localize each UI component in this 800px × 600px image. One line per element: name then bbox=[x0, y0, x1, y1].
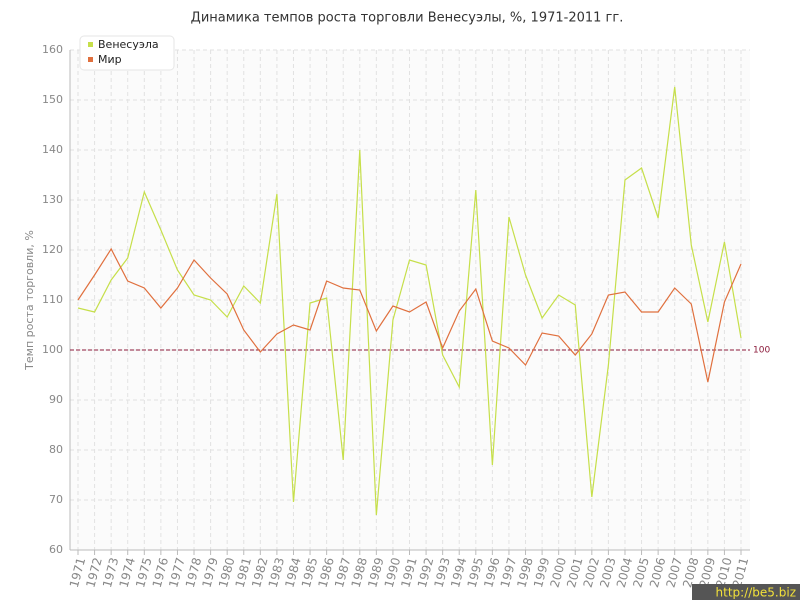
y-tick-label: 150 bbox=[42, 93, 63, 106]
y-tick-label: 160 bbox=[42, 43, 63, 56]
y-tick-label: 120 bbox=[42, 243, 63, 256]
watermark: http://be5.biz bbox=[716, 586, 796, 600]
legend-swatch bbox=[88, 42, 93, 47]
legend-text: Венесуэла bbox=[98, 38, 159, 51]
chart-title: Динамика темпов роста торговли Венесуэлы… bbox=[191, 11, 624, 26]
watermark-bg bbox=[692, 584, 800, 600]
legend-box bbox=[79, 35, 175, 71]
y-tick-label: 110 bbox=[42, 293, 63, 306]
legend-text: Мир bbox=[98, 53, 122, 66]
y-tick-label: 80 bbox=[49, 443, 63, 456]
y-axis-label: Темп роста торговли, % bbox=[23, 230, 36, 371]
y-tick-label: 130 bbox=[42, 193, 63, 206]
legend-swatch bbox=[88, 57, 93, 62]
y-tick-label: 100 bbox=[42, 343, 63, 356]
y-tick-label: 70 bbox=[49, 493, 63, 506]
y-tick-label: 60 bbox=[49, 543, 63, 556]
series-line bbox=[77, 86, 742, 516]
y-tick-label: 90 bbox=[49, 393, 63, 406]
series-line bbox=[77, 247, 742, 383]
y-tick-label: 140 bbox=[42, 143, 63, 156]
reference-label: 100 bbox=[753, 346, 770, 356]
